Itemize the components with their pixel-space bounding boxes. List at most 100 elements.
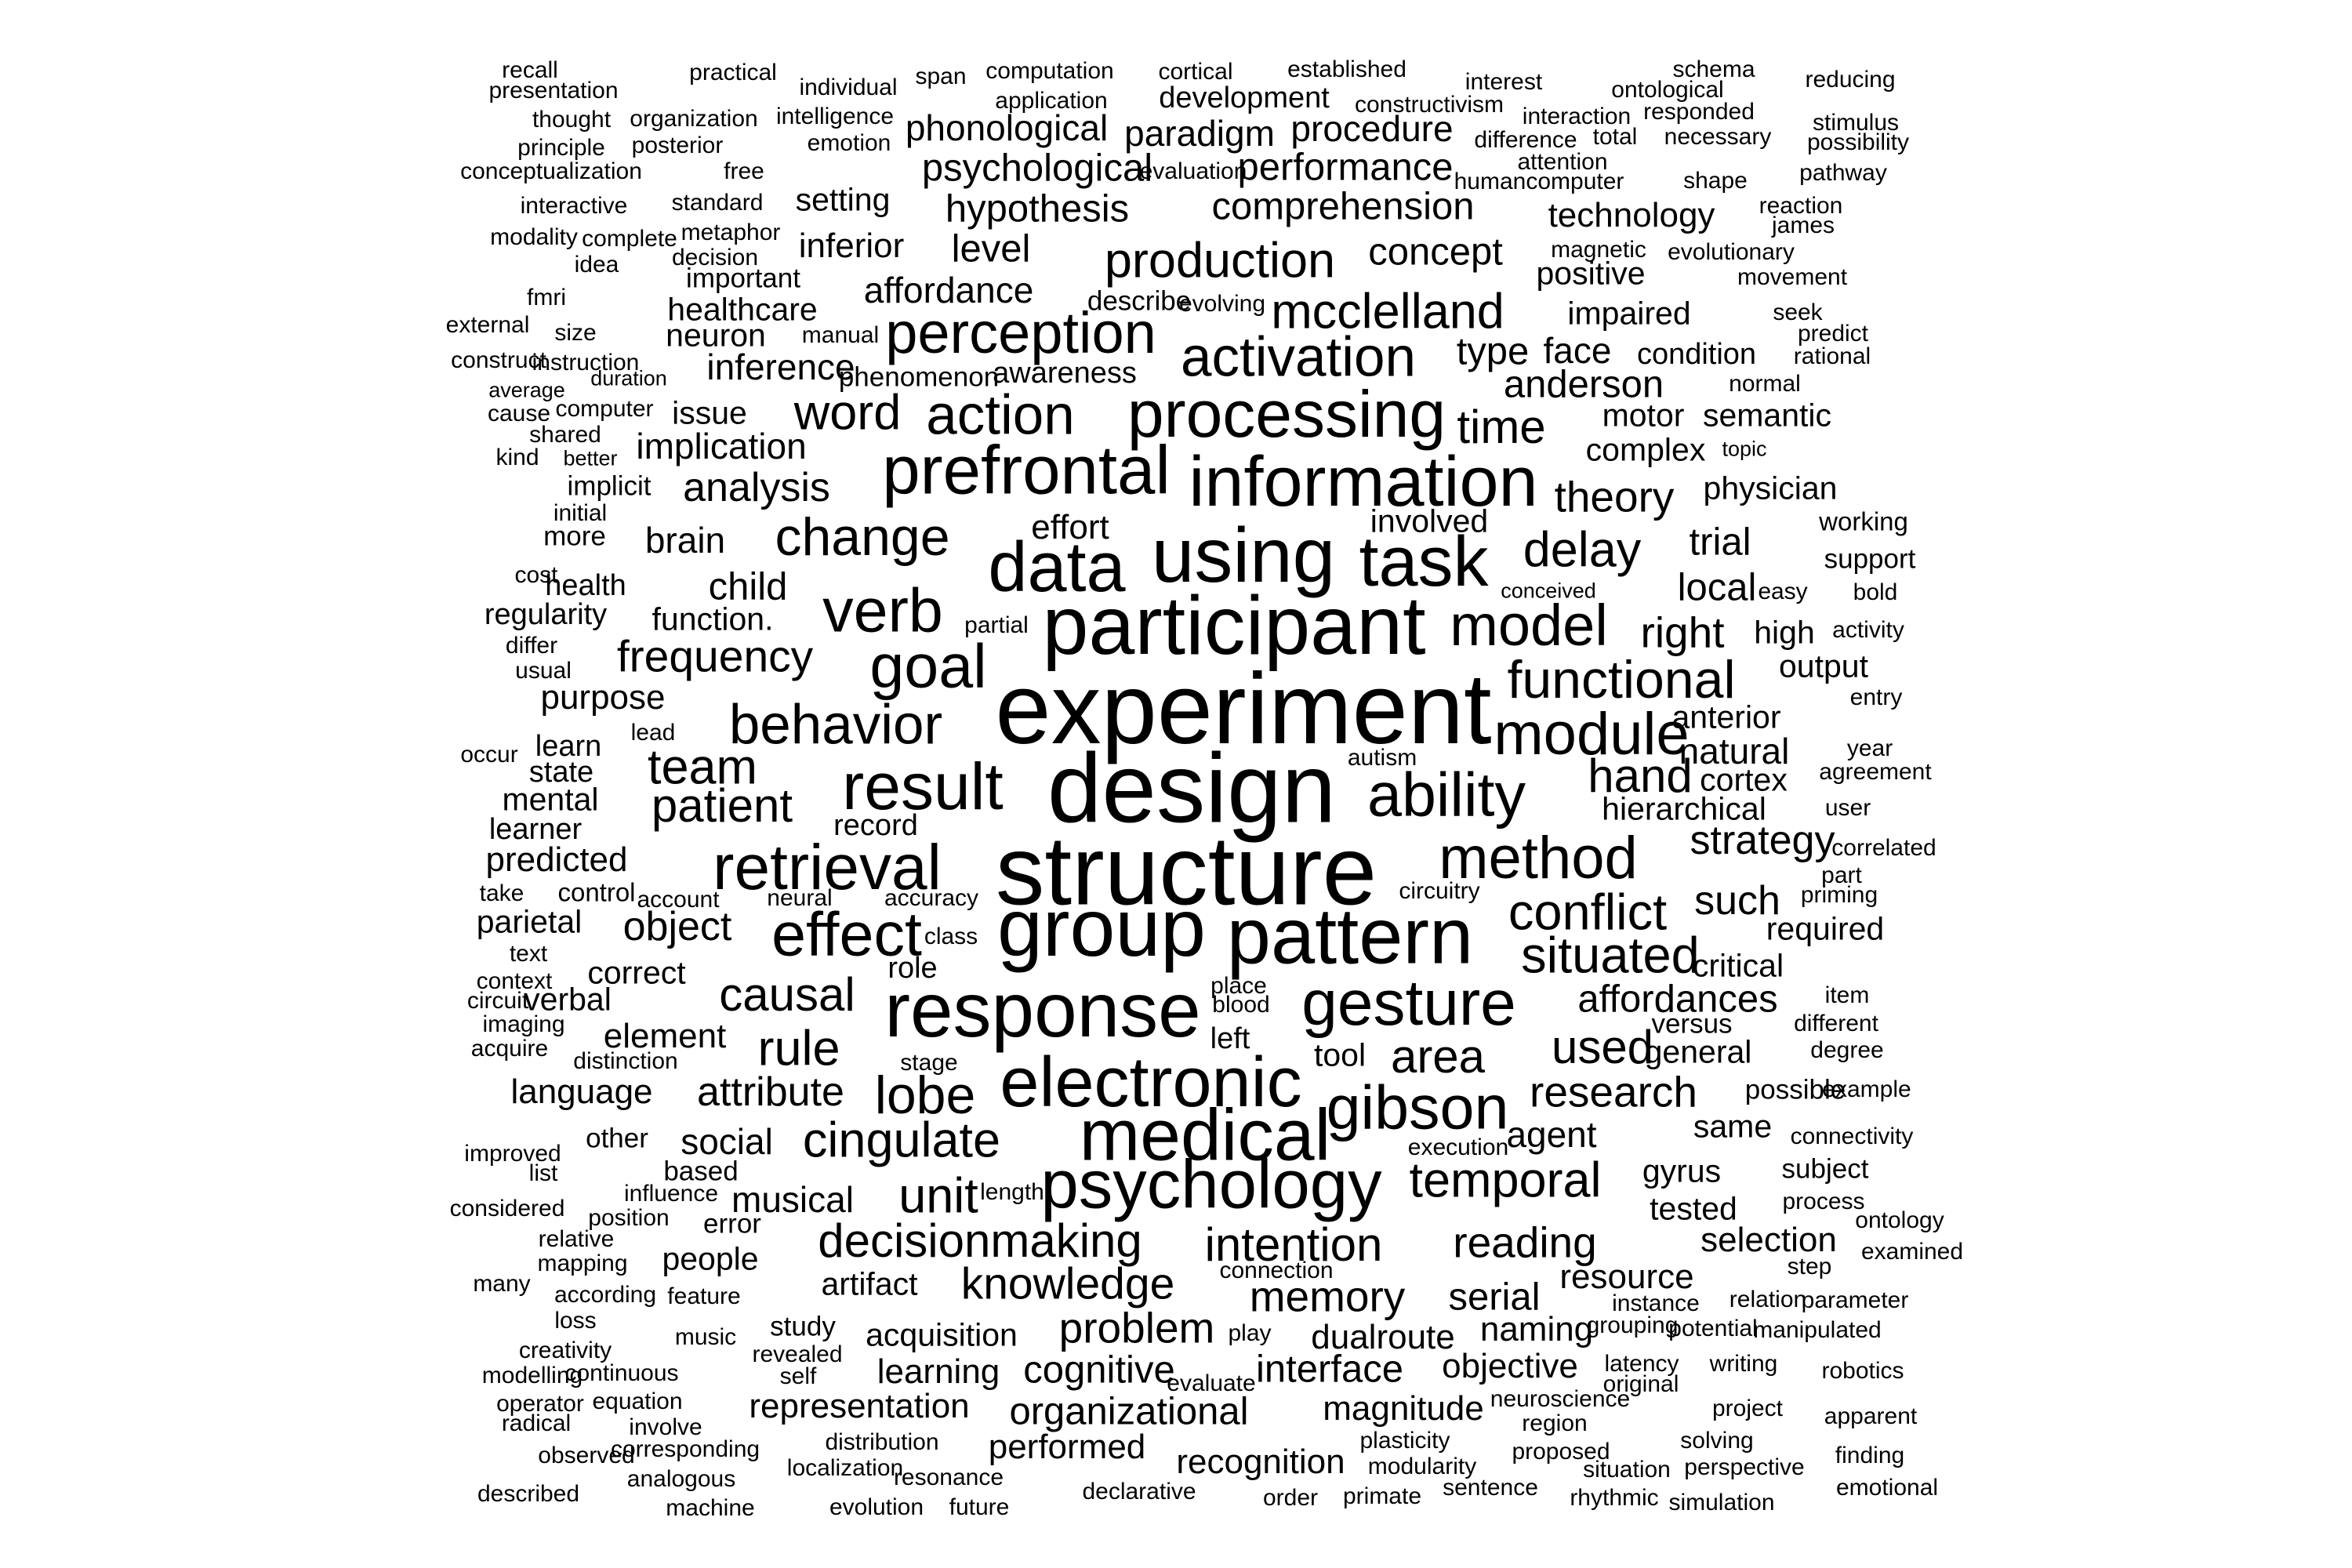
word: user bbox=[1824, 795, 1871, 821]
word: duration bbox=[590, 366, 667, 390]
word: team bbox=[647, 739, 758, 795]
word: gesture bbox=[1301, 967, 1516, 1039]
word: constructivism bbox=[1354, 92, 1504, 118]
word: relative bbox=[538, 1226, 615, 1252]
word: general bbox=[1644, 1033, 1752, 1070]
word: production bbox=[1104, 233, 1336, 289]
word: mcclelland bbox=[1271, 284, 1504, 339]
word: occur bbox=[460, 742, 518, 768]
word: other bbox=[586, 1123, 648, 1154]
word: place bbox=[1210, 973, 1267, 999]
word: parietal bbox=[476, 903, 583, 940]
word: usual bbox=[515, 658, 572, 684]
word: required bbox=[1766, 910, 1885, 947]
word: revealed bbox=[752, 1341, 843, 1367]
word: initial bbox=[553, 500, 608, 526]
word: analysis bbox=[683, 465, 830, 510]
word: state bbox=[528, 756, 594, 789]
word: pathway bbox=[1799, 160, 1887, 186]
word: performed bbox=[988, 1428, 1146, 1466]
word: trial bbox=[1689, 521, 1751, 564]
word: structure bbox=[995, 816, 1377, 926]
word: parameter bbox=[1801, 1287, 1909, 1313]
word: analogous bbox=[626, 1466, 736, 1492]
word: autism bbox=[1347, 745, 1417, 771]
word: partial bbox=[964, 612, 1029, 638]
word: phenomenon bbox=[838, 361, 1000, 393]
word: process bbox=[1782, 1189, 1865, 1214]
word: condition bbox=[1636, 338, 1757, 371]
word: verb bbox=[822, 575, 943, 645]
word: imaging bbox=[482, 1011, 565, 1037]
word: average bbox=[488, 378, 565, 402]
word: task bbox=[1359, 523, 1489, 601]
word: critical bbox=[1692, 947, 1784, 984]
word: evolutionary bbox=[1668, 239, 1795, 265]
word: computer bbox=[555, 396, 654, 422]
word: verbal bbox=[524, 981, 612, 1018]
word: high bbox=[1754, 614, 1815, 651]
word: cost bbox=[514, 562, 558, 588]
word: necessary bbox=[1664, 124, 1772, 150]
word: affordances bbox=[1577, 978, 1778, 1021]
word: language bbox=[510, 1073, 653, 1111]
word: selection bbox=[1700, 1221, 1837, 1259]
word: application bbox=[995, 88, 1108, 114]
word: recognition bbox=[1176, 1443, 1345, 1481]
word: delay bbox=[1523, 522, 1642, 578]
word: modality bbox=[490, 224, 578, 250]
word: processing bbox=[1127, 377, 1446, 451]
word: solving bbox=[1680, 1428, 1754, 1454]
word: function. bbox=[652, 601, 774, 637]
word: possibility bbox=[1806, 129, 1910, 155]
word: purpose bbox=[540, 678, 666, 717]
word: magnitude bbox=[1323, 1389, 1484, 1428]
word: action bbox=[926, 384, 1075, 447]
word: regularity bbox=[484, 598, 608, 631]
word: example bbox=[1822, 1076, 1911, 1102]
word: recall bbox=[502, 57, 558, 83]
word: health bbox=[545, 569, 626, 602]
word: posterior bbox=[631, 132, 724, 158]
word: span bbox=[915, 64, 967, 89]
word: connectivity bbox=[1790, 1123, 1914, 1149]
word: tested bbox=[1650, 1190, 1737, 1227]
word: music bbox=[674, 1324, 737, 1350]
word: design bbox=[1047, 734, 1337, 844]
word: future bbox=[949, 1494, 1010, 1520]
word: social bbox=[681, 1121, 773, 1162]
word: cause bbox=[487, 401, 551, 426]
word: principle bbox=[517, 135, 605, 161]
word: feature bbox=[667, 1283, 741, 1309]
word: machine bbox=[666, 1495, 755, 1521]
word: entry bbox=[1849, 684, 1903, 710]
word: latency bbox=[1604, 1351, 1679, 1377]
word: ontology bbox=[1855, 1207, 1944, 1233]
word: stimulus bbox=[1812, 110, 1900, 136]
word: physician bbox=[1703, 470, 1838, 506]
word: positive bbox=[1536, 255, 1646, 292]
word: organization bbox=[630, 106, 758, 132]
word: emotional bbox=[1835, 1475, 1939, 1501]
word: robotics bbox=[1821, 1358, 1904, 1384]
word: neural bbox=[767, 885, 833, 911]
word: gibson bbox=[1326, 1072, 1509, 1142]
word: neuroscience bbox=[1490, 1386, 1631, 1412]
word: easy bbox=[1758, 579, 1808, 604]
word: according bbox=[554, 1282, 657, 1308]
word: operator bbox=[496, 1391, 584, 1417]
word: equation bbox=[592, 1388, 683, 1414]
word: naming bbox=[1479, 1310, 1594, 1348]
word: impaired bbox=[1567, 295, 1691, 332]
word: natural bbox=[1679, 731, 1790, 771]
word: more bbox=[543, 521, 606, 552]
word: strategy bbox=[1690, 818, 1835, 863]
word: resonance bbox=[893, 1465, 1004, 1490]
word: decision bbox=[671, 245, 759, 270]
word: awareness bbox=[993, 357, 1137, 390]
word: describe bbox=[1087, 285, 1192, 317]
word: influence bbox=[623, 1181, 719, 1207]
word: declarative bbox=[1082, 1479, 1196, 1504]
word: connection bbox=[1219, 1258, 1334, 1283]
